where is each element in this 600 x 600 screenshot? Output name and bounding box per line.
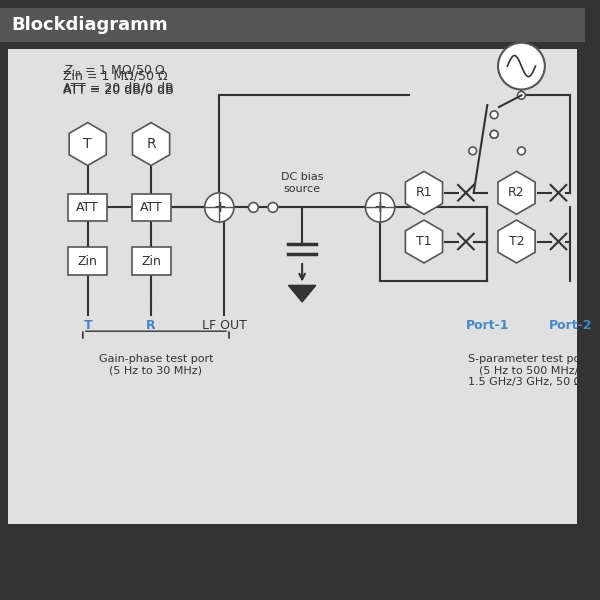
Text: LF OUT: LF OUT xyxy=(202,319,247,332)
Text: R1: R1 xyxy=(416,186,432,199)
Text: T: T xyxy=(83,137,92,151)
FancyBboxPatch shape xyxy=(8,49,577,524)
Text: Blockdiagramm: Blockdiagramm xyxy=(11,16,169,34)
Circle shape xyxy=(365,193,395,222)
Text: ATT: ATT xyxy=(76,201,99,214)
Text: Gain-phase test port
(5 Hz to 30 MHz): Gain-phase test port (5 Hz to 30 MHz) xyxy=(98,353,213,375)
Text: ATT: ATT xyxy=(140,201,163,214)
Polygon shape xyxy=(289,286,316,302)
FancyBboxPatch shape xyxy=(131,247,170,275)
Circle shape xyxy=(518,147,526,155)
Text: $Z_{in}$ = 1 M$\Omega$/50 $\Omega$: $Z_{in}$ = 1 M$\Omega$/50 $\Omega$ xyxy=(64,64,166,79)
Text: +: + xyxy=(213,200,226,215)
Text: T: T xyxy=(83,319,92,332)
FancyBboxPatch shape xyxy=(68,247,107,275)
Circle shape xyxy=(248,203,258,212)
Text: T2: T2 xyxy=(509,235,524,248)
Circle shape xyxy=(490,130,498,138)
Circle shape xyxy=(490,130,498,138)
Polygon shape xyxy=(406,220,443,263)
Circle shape xyxy=(518,91,526,99)
Text: S-parameter test port
(5 Hz to 500 MHz/
1.5 GHz/3 GHz, 50 Ω ): S-parameter test port (5 Hz to 500 MHz/ … xyxy=(468,353,590,387)
Text: Port-2: Port-2 xyxy=(548,319,592,332)
Text: DC bias
source: DC bias source xyxy=(281,172,323,194)
Text: R2: R2 xyxy=(508,186,525,199)
Text: Zin = 1 MΩ/50 Ω: Zin = 1 MΩ/50 Ω xyxy=(64,70,168,82)
FancyBboxPatch shape xyxy=(0,8,585,42)
Polygon shape xyxy=(498,172,535,214)
Text: Zin: Zin xyxy=(78,254,98,268)
Polygon shape xyxy=(69,122,106,166)
Text: R: R xyxy=(146,319,156,332)
Polygon shape xyxy=(406,172,443,214)
Circle shape xyxy=(205,193,234,222)
FancyBboxPatch shape xyxy=(131,194,170,221)
Polygon shape xyxy=(498,220,535,263)
Text: ATT = 20 dB/0 dB: ATT = 20 dB/0 dB xyxy=(64,81,174,94)
Polygon shape xyxy=(133,122,170,166)
Text: R: R xyxy=(146,137,156,151)
Text: T1: T1 xyxy=(416,235,432,248)
Circle shape xyxy=(268,203,278,212)
Circle shape xyxy=(469,147,476,155)
Circle shape xyxy=(498,43,545,89)
Text: Zin: Zin xyxy=(141,254,161,268)
Circle shape xyxy=(490,111,498,119)
Text: Port-1: Port-1 xyxy=(466,319,509,332)
Text: +: + xyxy=(374,200,386,215)
Text: ATT = 20 dB/0 dB: ATT = 20 dB/0 dB xyxy=(64,84,174,97)
FancyBboxPatch shape xyxy=(68,194,107,221)
